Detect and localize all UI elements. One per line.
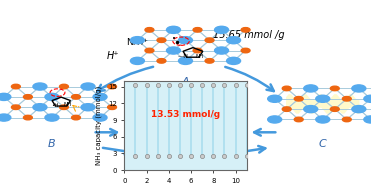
Circle shape [145,28,154,32]
Circle shape [364,95,371,102]
Circle shape [45,114,59,121]
Circle shape [131,37,144,44]
Circle shape [72,115,81,120]
Circle shape [304,106,318,113]
Text: •H: •H [51,103,59,108]
Circle shape [0,93,11,100]
Circle shape [81,83,95,90]
Text: 13.53 mmol/g: 13.53 mmol/g [151,110,220,119]
Circle shape [93,93,107,100]
Circle shape [316,116,330,123]
Circle shape [268,95,282,102]
Circle shape [81,104,95,111]
Circle shape [178,37,193,44]
Circle shape [59,84,68,89]
Circle shape [282,107,291,111]
Text: H⁺: H⁺ [107,51,119,61]
Circle shape [316,95,330,102]
Text: NH₄⁺: NH₄⁺ [127,38,148,47]
Circle shape [193,28,202,32]
Circle shape [352,106,366,113]
Circle shape [364,116,371,123]
Circle shape [241,28,250,32]
Circle shape [214,26,229,33]
Circle shape [59,105,68,109]
Circle shape [23,95,32,99]
Circle shape [352,85,366,92]
Circle shape [33,104,47,111]
Circle shape [145,48,154,53]
Circle shape [241,48,250,53]
Circle shape [157,38,166,43]
Circle shape [93,114,107,121]
Text: •: • [172,36,175,42]
Circle shape [131,57,144,64]
Text: C: C [319,139,326,149]
Circle shape [294,97,303,101]
Circle shape [304,85,318,92]
Circle shape [72,95,81,99]
Circle shape [330,107,339,111]
Text: 15.65 mmol /g: 15.65 mmol /g [213,30,285,40]
Y-axis label: NH₃ capacity (mmol/g): NH₃ capacity (mmol/g) [96,86,102,165]
Text: NH: NH [196,54,204,59]
Circle shape [23,115,32,120]
Circle shape [342,117,351,122]
Circle shape [0,114,11,121]
Text: NH: NH [64,102,72,107]
Circle shape [268,116,282,123]
Circle shape [227,37,240,44]
Circle shape [227,57,240,64]
Circle shape [12,105,20,109]
Circle shape [33,83,47,90]
Circle shape [167,47,180,54]
Circle shape [108,84,116,89]
Circle shape [167,26,180,33]
Circle shape [178,57,193,64]
Text: A: A [182,77,189,87]
Circle shape [294,117,303,122]
Circle shape [193,48,202,53]
Text: B: B [48,139,56,149]
Circle shape [342,97,351,101]
Circle shape [330,86,339,91]
Circle shape [214,47,229,54]
Polygon shape [286,94,359,114]
Circle shape [282,86,291,91]
Text: —N: —N [178,54,189,59]
Circle shape [157,59,166,63]
Circle shape [12,84,20,89]
Circle shape [205,38,214,43]
Circle shape [45,93,59,100]
Circle shape [205,59,214,63]
Circle shape [108,105,116,109]
